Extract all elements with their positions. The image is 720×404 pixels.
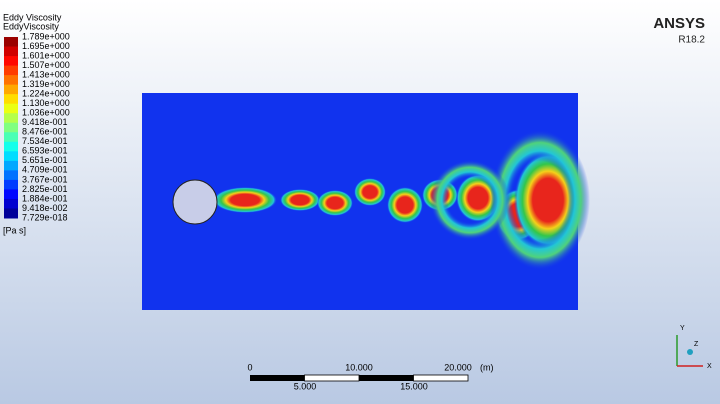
legend-swatch [4,46,18,57]
legend-swatch [4,189,18,200]
version: R18.2 [678,35,705,46]
axis-triad [676,335,703,367]
legend-swatch [4,141,18,152]
legend-label: 1.036e+000 [22,108,70,118]
legend-swatch [4,122,18,133]
legend-label: 3.767e-001 [22,174,68,184]
legend-swatch [4,113,18,124]
scale-unit: (m) [480,362,494,372]
legend-label: 6.593e-001 [22,146,68,156]
legend-swatch [4,160,18,171]
legend-swatch [4,132,18,143]
legend-label: 1.884e-001 [22,193,68,203]
legend-label: 1.319e+000 [22,79,70,89]
legend-label: 5.651e-001 [22,155,68,165]
scale-label: 0 [247,362,252,372]
axis-label: Z [694,341,699,348]
legend-swatch [4,37,18,48]
legend-swatch [4,65,18,76]
legend-label: 8.476e-001 [22,127,68,137]
scale-label: 20.000 [444,362,472,372]
flow-domain [142,93,590,310]
scale-label: 15.000 [400,381,428,391]
legend-label: 1.224e+000 [22,89,70,99]
legend-swatch [4,151,18,162]
legend-swatch [4,84,18,95]
legend-label: 1.413e+000 [22,69,70,79]
legend-label: 1.601e+000 [22,50,70,60]
legend-label: 1.789e+000 [22,31,70,41]
legend-unit: [Pa s] [3,225,26,235]
legend-swatch [4,198,18,209]
legend-swatch [4,208,18,219]
legend-swatch [4,179,18,190]
logo: ANSYS [653,15,705,32]
legend-label: 7.534e-001 [22,136,68,146]
scale-bar [250,374,469,382]
legend-label: 1.507e+000 [22,60,70,70]
legend-swatch [4,75,18,86]
legend-label: 2.825e-001 [22,184,68,194]
legend-label: 7.729e-018 [22,212,68,222]
scale-label: 5.000 [294,381,317,391]
axis-label: Y [680,325,685,332]
legend-swatch [4,94,18,105]
legend-label: 4.709e-001 [22,165,68,175]
scale-label: 10.000 [345,362,373,372]
legend-title: Eddy Viscosity [3,12,62,22]
legend-label: 9.418e-002 [22,203,68,213]
legend-variable: EddyViscosity [3,21,59,31]
legend-label: 9.418e-001 [22,117,68,127]
axis-label: X [707,363,712,370]
legend-label: 1.130e+000 [22,98,70,108]
color-legend: 1.789e+0001.695e+0001.601e+0001.507e+000… [4,31,70,222]
legend-swatch [4,170,18,181]
legend-swatch [4,56,18,67]
legend-label: 1.695e+000 [22,41,70,51]
legend-swatch [4,103,18,114]
